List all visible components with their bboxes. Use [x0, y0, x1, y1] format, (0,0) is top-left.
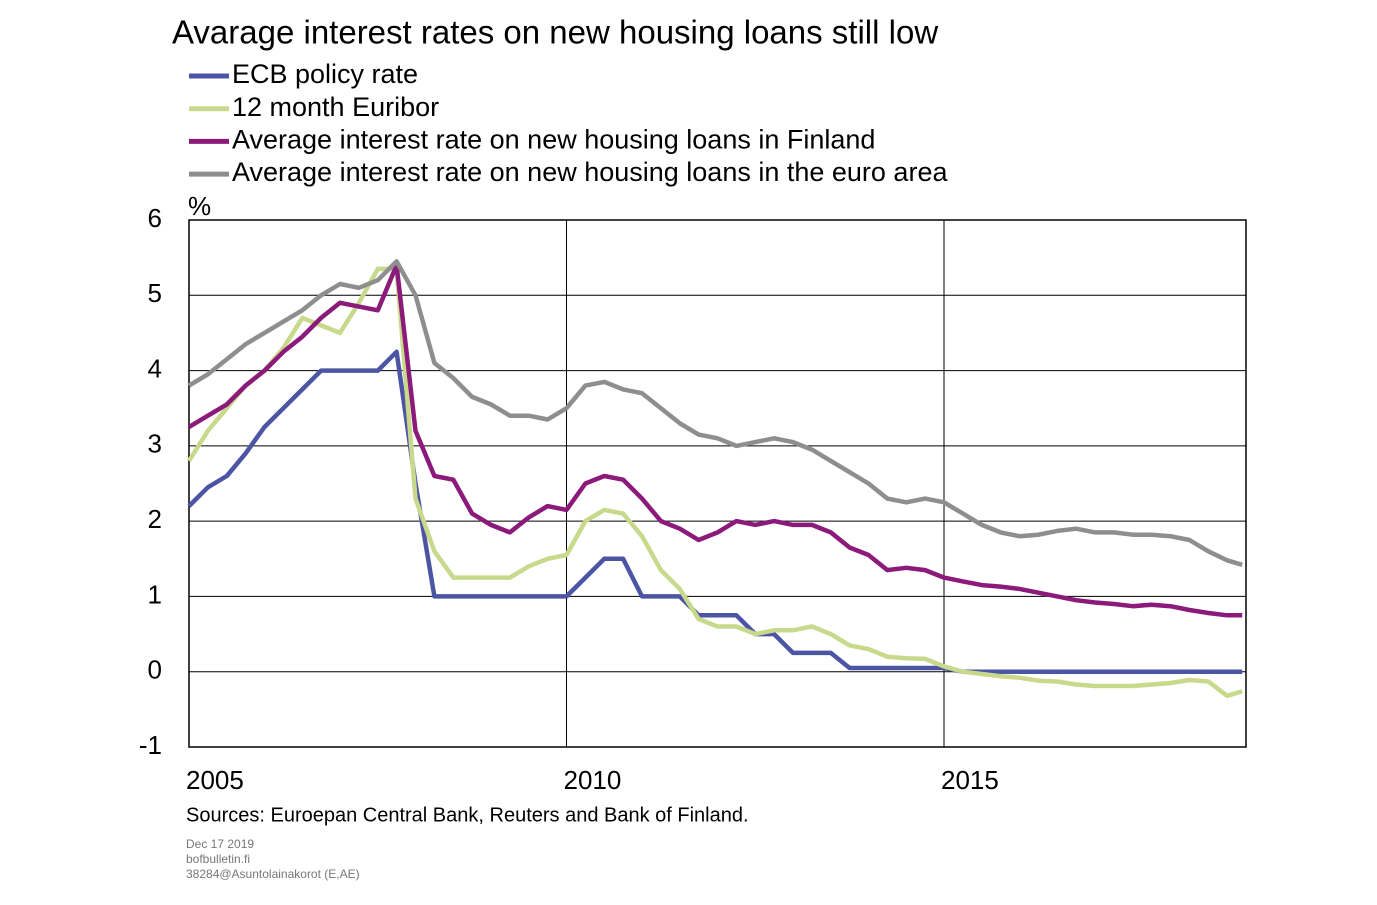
y-tick-label: 1 [148, 579, 162, 609]
legend-label: Average interest rate on new housing loa… [232, 125, 875, 155]
y-tick-label: 6 [148, 203, 162, 233]
y-tick-label: -1 [139, 730, 162, 760]
series-line [187, 262, 1243, 618]
note: bofbulletin.fi [186, 852, 250, 866]
note: Dec 17 2019 [186, 837, 254, 851]
legend-label: 12 month Euribor [232, 92, 439, 122]
x-tick-label: 2005 [186, 765, 244, 795]
x-tick-label: 2015 [941, 765, 999, 795]
source: Sources: Euroepan Central Bank, Reuters … [186, 804, 749, 826]
y-tick-label: 3 [148, 429, 162, 459]
series-line [187, 266, 1243, 699]
y-tick-label: 4 [148, 353, 162, 383]
y-unit: % [188, 191, 211, 221]
chart-title: Avarage interest rates on new housing lo… [172, 14, 938, 51]
y-tick-label: 5 [148, 278, 162, 308]
legend-label: ECB policy rate [232, 59, 418, 89]
y-tick-label: 2 [148, 504, 162, 534]
y-tick-label: 0 [148, 655, 162, 685]
series-line [187, 349, 1243, 674]
legend-label: Average interest rate on new housing loa… [232, 157, 948, 187]
x-tick-label: 2010 [564, 765, 622, 795]
series-line [187, 259, 1243, 567]
plot-frame [188, 219, 1247, 748]
note: 38284@Asuntolainakorot (E,AE) [186, 867, 360, 881]
